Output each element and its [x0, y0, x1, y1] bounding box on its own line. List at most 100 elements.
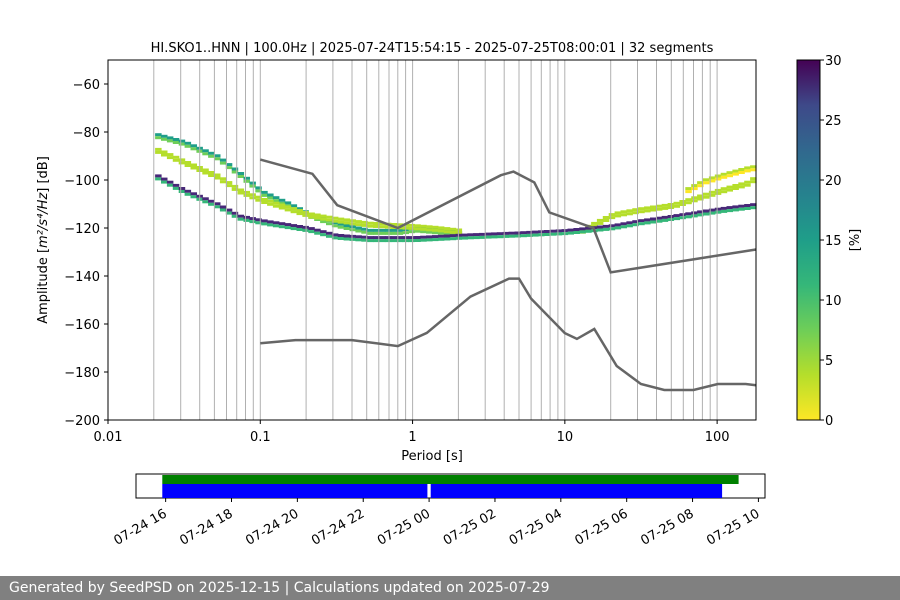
psd-cell	[214, 202, 221, 206]
psd-cell	[602, 216, 610, 219]
x-axis-label: Period [s]	[401, 449, 463, 464]
psd-cell	[331, 221, 339, 225]
psd-cell	[261, 198, 268, 201]
psd-cell	[249, 193, 256, 197]
psd-cell	[384, 228, 392, 232]
colorbar-tick-label: 10	[825, 294, 842, 309]
timeline-tick-label: 07-24 20	[243, 506, 301, 548]
psd-cell	[620, 222, 627, 226]
psd-cell	[161, 134, 168, 138]
psd-cell	[225, 184, 233, 188]
psd-cell	[496, 232, 504, 236]
psd-cell	[219, 180, 227, 184]
psd-cell	[732, 172, 739, 176]
psd-cell	[703, 212, 710, 216]
psd-cell	[449, 230, 457, 234]
psd-cell	[443, 237, 451, 241]
psd-cell	[296, 209, 303, 213]
psd-cell	[308, 212, 315, 216]
psd-cell	[661, 203, 669, 207]
psd-cell	[243, 218, 250, 222]
psd-cell	[361, 227, 368, 231]
psd-cell	[373, 236, 380, 240]
psd-cell	[543, 233, 551, 236]
psd-cell	[679, 203, 686, 206]
psd-cell	[620, 225, 627, 229]
psd-cell	[208, 154, 215, 158]
psd-cell	[408, 226, 415, 230]
psd-cell	[744, 204, 751, 207]
psd-cell	[714, 207, 722, 211]
psd-cell	[585, 229, 592, 233]
psd-cell	[225, 166, 233, 170]
psd-cell	[161, 137, 168, 141]
psd-cell	[237, 172, 245, 175]
timeline-tick-label: 07-24 16	[112, 506, 170, 548]
psd-cell	[626, 212, 633, 216]
psd-cell	[720, 206, 728, 210]
psd-cell	[166, 136, 174, 140]
psd-cell	[432, 235, 439, 239]
psd-cell	[278, 222, 286, 226]
psd-cell	[685, 190, 692, 194]
psd-cell	[384, 239, 392, 243]
psd-cell	[708, 176, 716, 180]
psd-cell	[626, 209, 633, 213]
psd-cell	[166, 183, 174, 187]
psd-cell	[314, 216, 321, 220]
psd-cell	[326, 215, 333, 219]
psd-cell	[685, 198, 692, 202]
psd-cell	[726, 171, 733, 175]
psd-cell	[261, 193, 268, 197]
psd-cell	[249, 196, 256, 200]
psd-cell	[184, 141, 192, 145]
psd-cell	[290, 204, 298, 208]
psd-cell	[650, 220, 657, 224]
psd-cell	[349, 222, 356, 226]
psd-cell	[714, 174, 722, 178]
timeline-tick-label: 07-24 22	[309, 506, 367, 548]
psd-cell	[614, 211, 622, 215]
psd-cell	[726, 174, 733, 178]
psd-cell	[343, 218, 351, 222]
psd-cell	[526, 230, 533, 234]
psd-cell	[626, 224, 633, 228]
psd-cell	[155, 174, 162, 178]
psd-cell	[738, 171, 745, 174]
psd-cell	[314, 228, 321, 232]
psd-cell	[632, 220, 639, 224]
psd-cell	[408, 239, 415, 243]
psd-cell	[255, 195, 262, 199]
colorbar-tick-label: 20	[825, 174, 842, 189]
psd-cell	[373, 228, 380, 232]
psd-cell	[750, 165, 757, 169]
psd-cell	[296, 225, 303, 228]
psd-cell	[714, 191, 722, 195]
psd-cell	[184, 144, 192, 148]
y-tick-label: −60	[73, 78, 100, 93]
psd-cell	[502, 234, 510, 238]
psd-cell	[685, 187, 692, 191]
psd-cell	[272, 201, 280, 205]
psd-cell	[178, 142, 186, 146]
psd-cell	[685, 215, 692, 219]
psd-cell	[255, 198, 262, 202]
psd-cell	[349, 228, 356, 232]
psd-cell	[208, 171, 215, 174]
psd-cell	[408, 230, 415, 234]
psd-cell	[237, 214, 245, 218]
psd-cell	[337, 217, 345, 221]
psd-cell	[249, 220, 256, 224]
psd-cell	[320, 233, 327, 237]
psd-cell	[496, 235, 504, 239]
psd-cell	[367, 221, 374, 225]
psd-cell	[214, 173, 221, 177]
psd-cell	[750, 177, 757, 181]
psd-cell	[178, 187, 186, 190]
psd-cell	[331, 233, 339, 237]
psd-cell	[337, 220, 345, 224]
psd-cell	[278, 201, 286, 205]
psd-cell	[596, 225, 604, 229]
psd-cell	[644, 218, 651, 222]
psd-cell	[650, 217, 657, 221]
